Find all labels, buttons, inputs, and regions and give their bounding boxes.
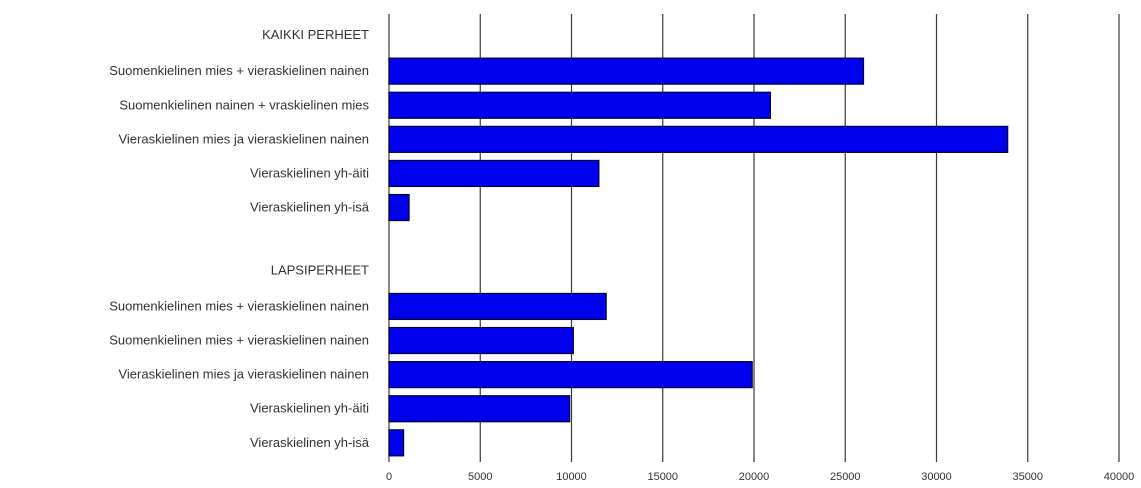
- category-label: Suomenkielinen nainen + vraskielinen mie…: [119, 97, 369, 112]
- bar: [388, 292, 607, 321]
- x-tick-label: 25000: [830, 471, 861, 483]
- bar: [388, 326, 574, 355]
- grid-lines: [388, 14, 1120, 462]
- category-label: Vieraskielinen mies ja vieraskielinen na…: [118, 131, 369, 146]
- x-tick-label: 35000: [1012, 471, 1043, 483]
- category-label: Vieraskielinen yh-äiti: [250, 165, 369, 180]
- bar: [388, 159, 600, 188]
- category-labels: KAIKKI PERHEET Suomenkielinen mies + vier…: [109, 27, 370, 450]
- group-header-label: KAIKKI PERHEET: [262, 27, 369, 42]
- bar: [388, 193, 410, 222]
- bar: [388, 361, 753, 389]
- x-tick-label: 20000: [739, 471, 770, 483]
- x-tick-label: 40000: [1104, 471, 1135, 483]
- bars: [388, 57, 1009, 457]
- x-tick-label: 5000: [468, 471, 492, 483]
- group-header-label: LAPSIPERHEET: [271, 262, 369, 277]
- x-tick-label: 10000: [556, 471, 587, 483]
- x-tick-label: 0: [386, 471, 392, 483]
- x-tick-label: 15000: [647, 471, 678, 483]
- bar: [388, 57, 865, 85]
- bar: [388, 429, 405, 457]
- category-label: Vieraskielinen mies ja vieraskielinen na…: [118, 367, 369, 382]
- bar: [388, 91, 772, 119]
- category-label: Vieraskielinen yh-isä: [250, 435, 370, 450]
- category-label: Vieraskielinen yh-äiti: [250, 401, 369, 416]
- bar: [388, 395, 571, 423]
- x-axis-tick-labels: 0 5000 10000 15000 20000 25000 30000 35000 40000: [386, 471, 1134, 483]
- bar: [388, 125, 1009, 153]
- category-label: Suomenkielinen mies + vieraskielinen nai…: [109, 298, 369, 313]
- x-tick-label: 30000: [921, 471, 952, 483]
- category-label: Suomenkielinen mies + vieraskielinen nai…: [109, 63, 369, 78]
- category-label: Suomenkielinen mies + vieraskielinen nai…: [109, 333, 369, 348]
- category-label: Vieraskielinen yh-isä: [250, 200, 370, 215]
